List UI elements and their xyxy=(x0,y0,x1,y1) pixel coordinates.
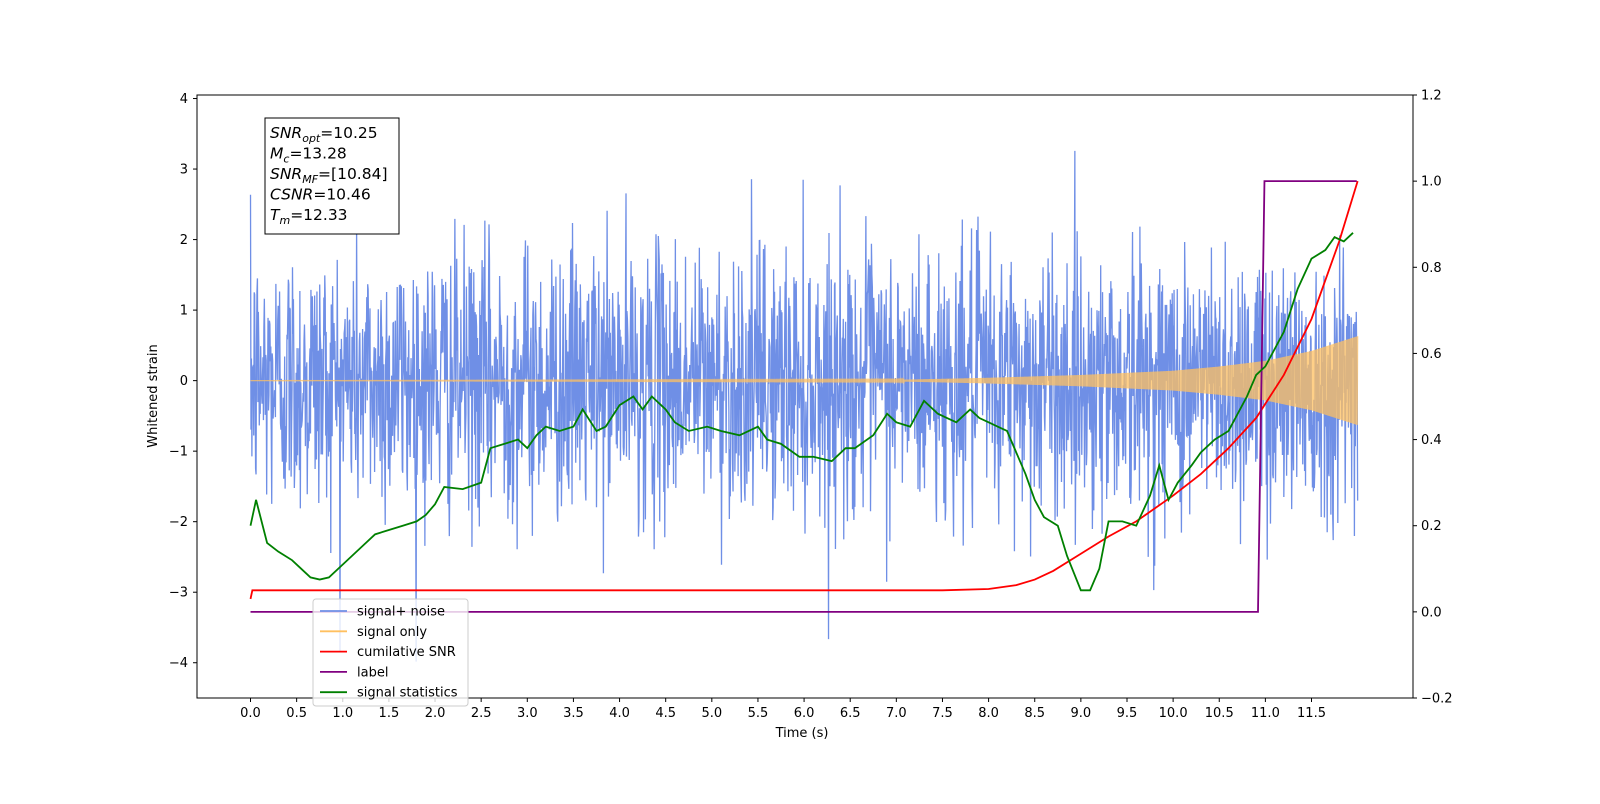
plot-frame xyxy=(196,94,1414,699)
y-tick-label: 0 xyxy=(180,374,188,389)
legend-label: signal only xyxy=(357,625,427,640)
y-axis-right: 1.2 1.0 0.8 0.6 0.4 0.2 0.0 −0.2 xyxy=(1413,89,1453,707)
y2-tick-label: 0.6 xyxy=(1421,347,1442,362)
series-signal-noise xyxy=(249,150,1359,662)
y-tick-label: 4 xyxy=(180,92,188,107)
x-tick-label: 10.0 xyxy=(1159,706,1188,721)
x-tick-label: 8.0 xyxy=(978,706,999,721)
y-tick-label: 2 xyxy=(180,233,188,248)
y2-tick-label: 0.4 xyxy=(1421,433,1442,448)
y2-tick-label: 0.8 xyxy=(1421,261,1442,276)
x-axis-label: Time (s) xyxy=(775,726,829,741)
x-tick-label: 9.0 xyxy=(1071,706,1092,721)
series-label xyxy=(250,180,1357,613)
legend-label: signal statistics xyxy=(357,686,458,701)
y2-tick-label: −0.2 xyxy=(1421,692,1453,707)
legend: signal+ noise signal only cumilative SNR la… xyxy=(312,598,469,707)
series-signal-statistics xyxy=(249,232,1354,592)
stats-line: SNRMF=[10.84] xyxy=(270,165,388,186)
legend-label: signal+ noise xyxy=(357,605,445,620)
y-axis-left: 4 3 2 1 0 −1 −2 −3 −4 xyxy=(169,92,197,671)
y-tick-label: −2 xyxy=(169,515,188,530)
y2-tick-label: 0.2 xyxy=(1421,519,1442,534)
x-tick-label: 3.0 xyxy=(517,706,538,721)
x-tick-label: 10.5 xyxy=(1205,706,1234,721)
y-tick-label: −3 xyxy=(169,586,188,601)
x-tick-label: 9.5 xyxy=(1117,706,1138,721)
y-tick-label: −1 xyxy=(169,445,188,460)
stats-line: Mc=13.28 xyxy=(270,145,347,166)
x-tick-label: 4.5 xyxy=(655,706,676,721)
x-tick-label: 6.5 xyxy=(840,706,861,721)
x-tick-label: 4.0 xyxy=(609,706,630,721)
x-axis: 0.0 0.5 1.0 1.5 2.0 2.5 3.0 3.5 4.0 4.5 5.0 5.5 6.0 6… xyxy=(240,698,1326,721)
legend-label: label xyxy=(357,665,388,680)
x-tick-label: 5.0 xyxy=(701,706,722,721)
stats-line: CSNR=10.46 xyxy=(270,186,371,204)
x-tick-label: 1.0 xyxy=(332,706,353,721)
series-signal-only xyxy=(250,336,1359,425)
y2-tick-label: 0.0 xyxy=(1421,605,1442,620)
x-tick-label: 2.0 xyxy=(425,706,446,721)
x-tick-label: 1.5 xyxy=(379,706,400,721)
x-tick-label: 6.0 xyxy=(794,706,815,721)
x-tick-label: 5.5 xyxy=(748,706,769,721)
stats-box: SNRopt=10.25Mc=13.28SNRMF=[10.84]CSNR=10… xyxy=(264,117,400,235)
x-tick-label: 3.5 xyxy=(563,706,584,721)
x-tick-label: 0.0 xyxy=(240,706,261,721)
y-axis-label: Whitened strain xyxy=(146,344,161,447)
x-tick-label: 8.5 xyxy=(1024,706,1045,721)
legend-label: cumilative SNR xyxy=(357,645,456,660)
stats-line: Tm=12.33 xyxy=(270,206,348,227)
x-tick-label: 0.5 xyxy=(286,706,307,721)
y-tick-label: 3 xyxy=(180,163,188,178)
y-tick-label: −4 xyxy=(169,656,188,671)
y-tick-label: 1 xyxy=(180,304,188,319)
x-tick-label: 7.5 xyxy=(932,706,953,721)
x-tick-label: 7.0 xyxy=(886,706,907,721)
y2-tick-label: 1.2 xyxy=(1421,89,1442,104)
x-tick-label: 2.5 xyxy=(471,706,492,721)
stats-line: SNRopt=10.25 xyxy=(270,124,378,145)
y2-tick-label: 1.0 xyxy=(1421,175,1442,190)
x-tick-label: 11.5 xyxy=(1297,706,1326,721)
series-cumilative-snr xyxy=(249,180,1359,600)
x-tick-label: 11.0 xyxy=(1251,706,1280,721)
